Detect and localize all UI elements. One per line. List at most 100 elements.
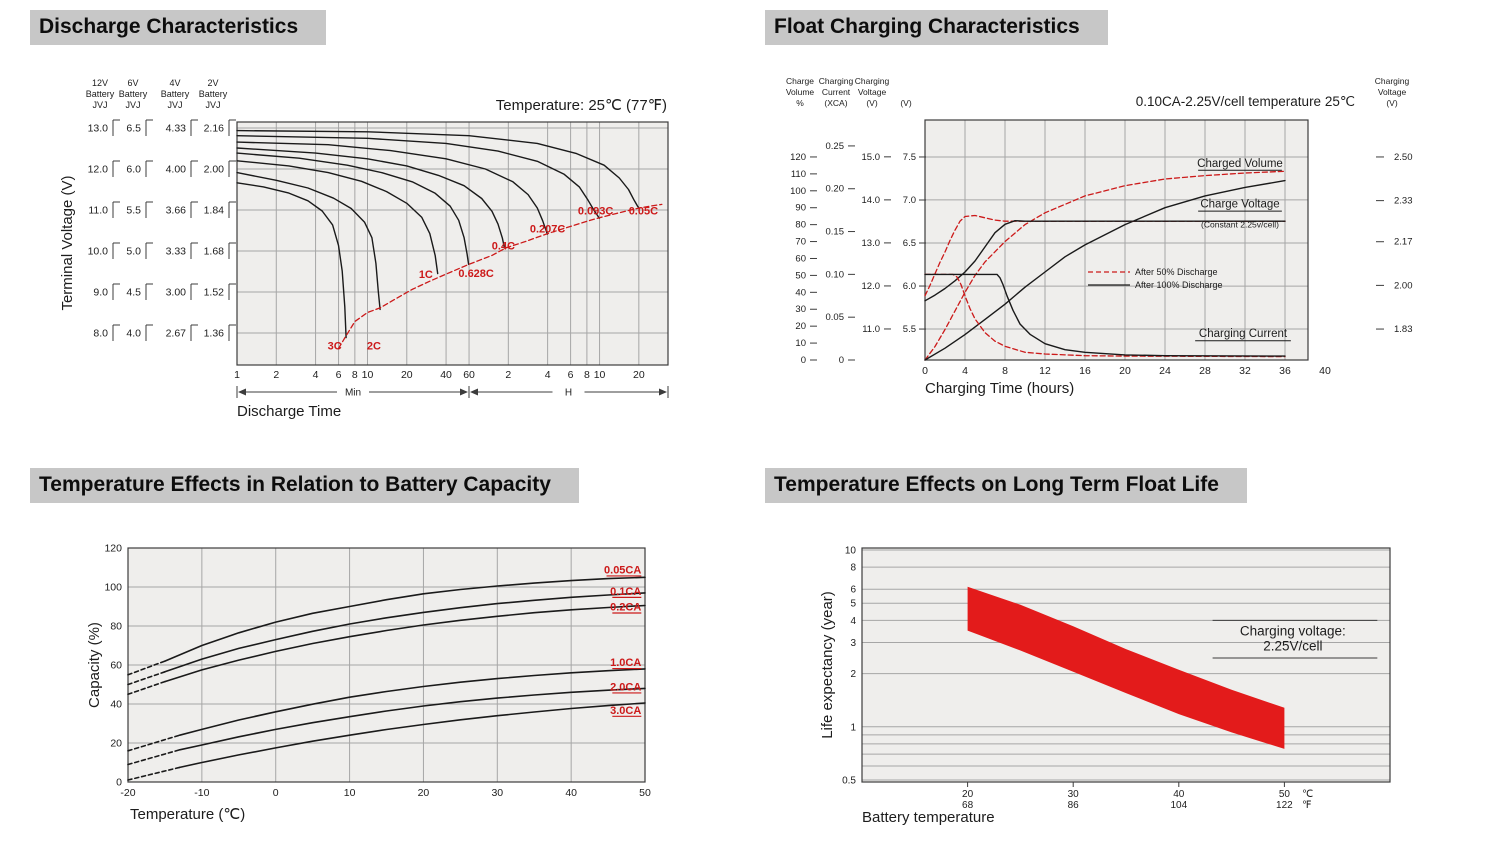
y-tick: 0 [116, 777, 122, 789]
y-tick: 100 [104, 582, 122, 594]
axis-tick: 7.5 [903, 152, 916, 163]
scale-bracket [190, 160, 198, 177]
scale-bracket [190, 119, 198, 136]
unit-celsius: ℃ [1302, 789, 1313, 800]
x-tick: 4 [313, 369, 319, 381]
y-tick: 1 [850, 722, 856, 733]
scale-bracket [228, 242, 236, 259]
x-tick-celsius: 20 [962, 789, 974, 800]
y-axis-title: Terminal Voltage (V) [59, 175, 76, 310]
capacity-series-3.0CA-dashed [127, 766, 181, 781]
x-tick: 4 [545, 369, 551, 381]
axis-tick: 7.0 [903, 195, 916, 206]
scale-bracket [112, 242, 120, 259]
axis-tick: 0.05 [826, 312, 845, 323]
scale-bracket [145, 119, 153, 136]
y-tick: 0.5 [842, 776, 856, 787]
x-tick-fahrenheit: 86 [1068, 800, 1080, 811]
y-axis-title: Life expectancy (year) [819, 591, 836, 739]
capacity-series-2.0CA-dashed [127, 749, 181, 766]
y-tick: 10 [845, 546, 857, 557]
x-tick: 2 [273, 369, 279, 381]
curve-label-0.093C: 0.093C [578, 206, 614, 218]
discharge-series-0.093C [236, 135, 600, 219]
scale-tick: 1.36 [204, 328, 225, 340]
scale-bracket [190, 201, 198, 218]
x-tick: 50 [639, 787, 651, 799]
temperature-note: Temperature: 25℃ (77℉) [496, 97, 667, 114]
axis-header: Voltage [1378, 87, 1407, 97]
discharge-series-0.207C [236, 141, 549, 235]
axis-header: Charging [1375, 76, 1410, 86]
scale-tick: 3.00 [166, 287, 187, 299]
temp-capacity-chart: 0.05CA 0.1CA 0.2CA 1.0CA 2.0CA 3.0CA 0 20 40 60 80… [86, 543, 651, 824]
axis-tick: 0 [839, 355, 844, 366]
axis-tick: 14.0 [862, 195, 881, 206]
scale-header: Battery [119, 89, 148, 99]
curve-label-0.1CA: 0.1CA [610, 586, 641, 598]
curve-label-0.207C: 0.207C [530, 224, 566, 236]
scale-bracket [112, 283, 120, 300]
axis-header: (V) [900, 98, 912, 108]
axis-header: Charge [786, 76, 814, 86]
scale-bracket [228, 160, 236, 177]
discharge-series-3C [236, 182, 347, 339]
scale-header: 6V [127, 78, 138, 88]
x-tick: 20 [401, 369, 413, 381]
x-tick: 16 [1079, 365, 1091, 377]
y-tick: 8 [850, 563, 856, 574]
capacity-series-0.05CA-dashed [127, 660, 166, 676]
x-tick: 4 [962, 365, 968, 377]
axis-tick: 40 [795, 287, 806, 298]
x-tick: 40 [440, 369, 452, 381]
scale-bracket [112, 324, 120, 341]
axis-tick: 6.0 [903, 281, 916, 292]
annotation-line: Charging voltage: [1240, 623, 1346, 638]
scale-header: JVJ [125, 100, 140, 110]
scale-tick: 12.0 [88, 164, 109, 176]
x-tick: 12 [1039, 365, 1051, 377]
axis-tick: 2.00 [1394, 280, 1413, 291]
capacity-series-0.2CA [164, 604, 646, 683]
x-tick: 10 [362, 369, 374, 381]
axis-tick: 90 [795, 203, 806, 214]
x-tick: 0 [273, 787, 279, 799]
y-tick: 80 [110, 621, 122, 633]
scale-bracket [228, 119, 236, 136]
x-tick: 40 [565, 787, 577, 799]
axis-tick: 70 [795, 237, 806, 248]
axis-header: Voltage [858, 87, 887, 97]
discharge-series-2C [236, 171, 381, 311]
scale-tick: 8.0 [93, 328, 108, 340]
x-axis-title: Discharge Time [237, 403, 341, 420]
x-tick-fahrenheit: 122 [1276, 800, 1293, 811]
x-tick: 10 [594, 369, 606, 381]
scale-tick: 3.66 [166, 205, 187, 217]
capacity-series-0.2CA-dashed [127, 680, 166, 696]
float-series-charged-volume-100 [924, 179, 1286, 361]
scale-header: JVJ [205, 100, 220, 110]
capacity-series-0.05CA [164, 576, 646, 662]
y-tick: 60 [110, 660, 122, 672]
scale-bracket [190, 283, 198, 300]
scale-bracket [228, 324, 236, 341]
x-axis-title: Temperature (℃) [130, 806, 245, 823]
x-tick-celsius: 30 [1068, 789, 1080, 800]
scale-tick: 1.52 [204, 287, 225, 299]
curve-label-2C: 2C [367, 341, 381, 353]
axis-tick: 2.33 [1394, 196, 1413, 207]
scale-tick: 13.0 [88, 123, 109, 135]
axis-tick: 0 [801, 355, 806, 366]
axis-tick: 50 [795, 270, 806, 281]
axis-tick: 100 [790, 186, 806, 197]
axis-tick: 13.0 [862, 238, 881, 249]
chart-note: 0.10CA-2.25V/cell temperature 25℃ [1136, 94, 1355, 109]
capacity-series-0.1CA-dashed [127, 671, 166, 686]
x-axis-title: Charging Time (hours) [925, 380, 1074, 397]
y-axis-title: Capacity (%) [86, 622, 103, 708]
discharge-series-0.4C [236, 147, 506, 249]
scale-bracket [145, 201, 153, 218]
axis-header: Charging [855, 76, 890, 86]
